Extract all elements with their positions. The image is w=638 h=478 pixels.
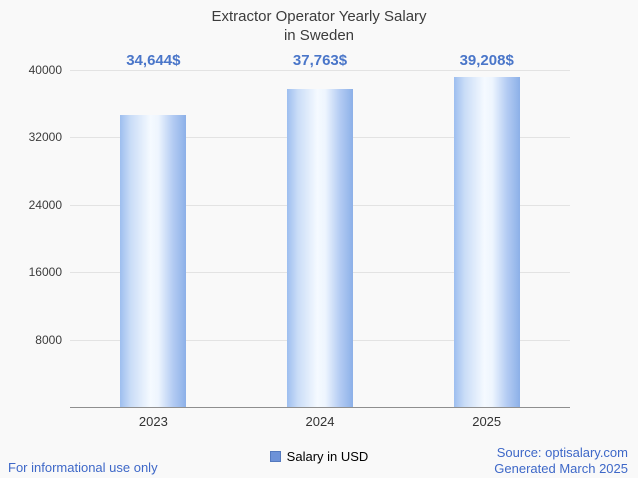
source-block: Source: optisalary.com Generated March 2… [494, 445, 628, 477]
y-tick-label: 24000 [28, 197, 62, 212]
bar-2025 [453, 76, 520, 407]
bar-2023 [120, 115, 187, 407]
bar-slot [403, 70, 570, 407]
y-tick-label: 8000 [35, 332, 62, 347]
legend-marker-icon [269, 451, 281, 462]
x-tick-label-2025: 2025 [472, 414, 502, 429]
legend-label: Salary in USD [286, 449, 369, 464]
value-label-2024: 37,763$ [292, 52, 348, 69]
bars-layer [70, 70, 570, 407]
bar-slot [70, 70, 237, 407]
value-labels-row: 34,644$ 37,763$ 39,208$ [70, 52, 570, 69]
y-tick-label: 16000 [28, 265, 62, 280]
x-tick-label-2024: 2024 [305, 414, 335, 429]
x-tick-label-2023: 2023 [138, 414, 168, 429]
plot-area [70, 70, 570, 408]
y-tick-label: 40000 [28, 63, 62, 77]
generated-text: Generated March 2025 [494, 461, 628, 476]
bar-2024 [287, 88, 353, 407]
source-text: Source: optisalary.com [496, 445, 628, 460]
chart-title-line1: Extractor Operator Yearly Salary [211, 8, 427, 25]
y-tick-label: 32000 [28, 130, 62, 145]
value-label-2023: 34,644$ [126, 52, 181, 69]
chart-title: Extractor Operator Yearly Salary in Swed… [0, 7, 638, 45]
x-axis-labels: 2023 2024 2025 [70, 414, 570, 429]
y-axis-ticks: 40000 32000 24000 16000 8000 [0, 63, 62, 407]
bar-slot [237, 70, 404, 407]
disclaimer-text: For informational use only [8, 460, 158, 475]
chart-title-line2: in Sweden [283, 27, 355, 44]
value-label-2025: 39,208$ [459, 52, 514, 69]
legend: Salary in USD [0, 449, 638, 464]
gridline [70, 70, 570, 71]
